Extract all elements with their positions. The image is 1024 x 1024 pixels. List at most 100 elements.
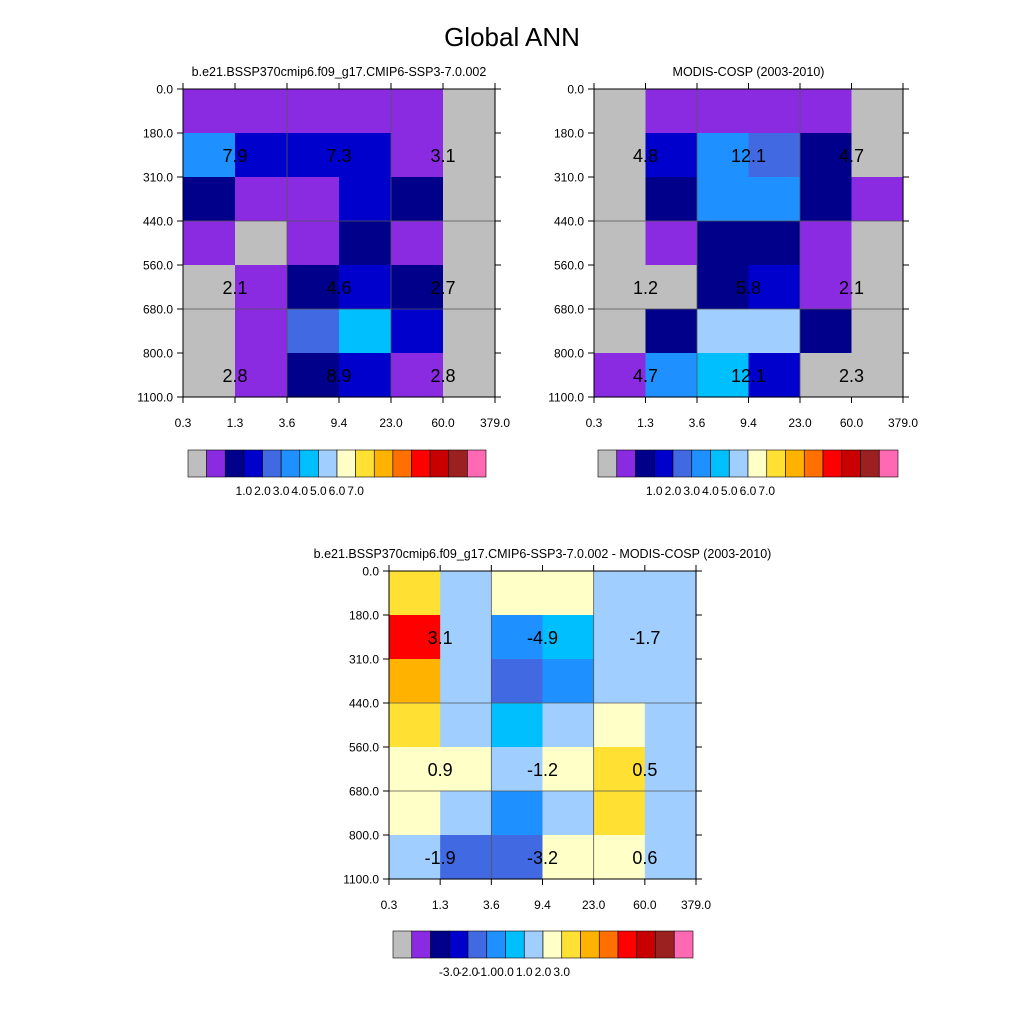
heatmap-cell — [542, 835, 595, 880]
colorbar-label: 2.0 — [665, 484, 682, 498]
colorbar-label: 1.0 — [236, 484, 253, 498]
heatmap-cell — [491, 747, 544, 792]
colorbar-swatch — [728, 449, 749, 478]
heatmap-cell — [593, 791, 646, 836]
data-label: 2.1 — [222, 278, 247, 298]
heatmap-cell — [594, 221, 647, 266]
colorbar-swatch — [486, 930, 506, 959]
heatmap-cell — [491, 615, 544, 660]
x-tick-label: 0.3 — [175, 416, 192, 430]
data-label: 0.6 — [632, 848, 657, 868]
data-label: 7.3 — [326, 146, 351, 166]
heatmap-cell — [594, 265, 647, 310]
y-tick-label: 310.0 — [554, 171, 584, 185]
y-tick-label: 1100.0 — [343, 873, 379, 887]
heatmap-cell — [851, 221, 904, 266]
heatmap-cell — [443, 89, 496, 134]
heatmap-cell — [339, 89, 392, 134]
heatmap-cell — [697, 133, 750, 178]
heatmap-cell — [391, 353, 444, 398]
y-tick-label: 0.0 — [567, 83, 584, 97]
heatmap-cell — [287, 265, 340, 310]
heatmap-cell — [800, 353, 853, 398]
colorbar-swatch — [691, 449, 711, 478]
x-tick-label: 9.4 — [740, 416, 757, 430]
colorbar-label: 6.0 — [740, 484, 757, 498]
colorbar-swatch — [616, 449, 636, 478]
y-tick-label: 680.0 — [349, 785, 379, 799]
heatmap-cell — [287, 177, 340, 222]
y-tick-label: 180.0 — [349, 609, 379, 623]
panel-title: b.e21.BSSP370cmip6.f09_g17.CMIP6-SSP3-7.… — [192, 65, 487, 79]
data-label: 4.7 — [839, 146, 864, 166]
data-label: 3.1 — [428, 628, 453, 648]
colorbar-swatch — [187, 449, 207, 478]
colorbar-swatch — [597, 449, 618, 478]
colorbar-label: -3.0 — [439, 965, 460, 979]
heatmap-cell — [440, 835, 492, 880]
y-tick-label: 1100.0 — [548, 391, 584, 405]
colorbar-label: 6.0 — [329, 484, 346, 498]
heatmap-cell — [391, 133, 444, 178]
colorbar-swatch — [206, 449, 226, 478]
data-label: -1.9 — [425, 848, 456, 868]
heatmap-cell — [339, 353, 392, 398]
x-tick-label: 23.0 — [788, 416, 812, 430]
x-tick-label: 60.0 — [431, 416, 455, 430]
heatmap-cell — [748, 89, 801, 134]
heatmap-cell — [339, 133, 392, 178]
colorbar-label: 5.0 — [310, 484, 327, 498]
figure-title: Global ANN — [444, 22, 580, 52]
colorbar-swatch — [392, 930, 413, 959]
colorbar-label: 7.0 — [347, 484, 364, 498]
x-tick-label: 3.6 — [689, 416, 706, 430]
y-tick-label: 800.0 — [554, 347, 584, 361]
heatmap-cell — [389, 659, 441, 704]
heatmap-cell — [697, 309, 750, 354]
heatmap-cell — [594, 133, 647, 178]
y-tick-label: 680.0 — [554, 303, 584, 317]
colorbar-swatch — [505, 930, 525, 959]
data-label: 2.8 — [430, 366, 455, 386]
heatmap-cell — [287, 133, 340, 178]
heatmap-cell — [800, 133, 853, 178]
heatmap-cell — [748, 265, 801, 310]
heatmap-cell — [440, 703, 492, 748]
heatmap-cell — [645, 353, 698, 398]
heatmap-cell — [391, 177, 444, 222]
x-tick-label: 3.6 — [279, 416, 296, 430]
data-label: -4.9 — [527, 628, 558, 648]
colorbar-swatch — [617, 930, 638, 959]
x-tick-label: 1.3 — [432, 898, 449, 912]
heatmap-cell — [542, 659, 595, 704]
heatmap-cell — [800, 177, 853, 222]
heatmap-cell — [491, 835, 544, 880]
data-label: 2.1 — [839, 278, 864, 298]
heatmap-cell — [389, 615, 441, 660]
heatmap-cell — [697, 89, 750, 134]
heatmap-cell — [391, 265, 444, 310]
heatmap-cell — [443, 177, 496, 222]
heatmap-cell — [594, 177, 647, 222]
colorbar-swatch — [429, 449, 450, 478]
heatmap-cell — [183, 89, 236, 134]
colorbar-label: 1.0 — [646, 484, 663, 498]
x-tick-label: 60.0 — [840, 416, 864, 430]
heatmap-cell — [645, 221, 698, 266]
heatmap-cell — [851, 309, 904, 354]
heatmap-panel-2: MODIS-COSP (2003-2010) 0.0 180.0 310.0 440.0… — [548, 65, 918, 498]
x-tick-label: 379.0 — [681, 898, 711, 912]
x-tick-label: 379.0 — [480, 416, 510, 430]
y-tick-label: 440.0 — [349, 697, 379, 711]
colorbar-swatch — [355, 449, 375, 478]
heatmap-cell — [235, 309, 288, 354]
heatmap-cell — [851, 133, 904, 178]
heatmap-cell — [645, 89, 698, 134]
heatmap-cell — [339, 221, 392, 266]
heatmap-cell — [391, 89, 444, 134]
colorbar-swatch — [655, 930, 675, 959]
heatmap-cell — [593, 835, 646, 880]
heatmap-cell — [593, 703, 646, 748]
colorbar-swatch — [411, 449, 431, 478]
heatmap-cell — [183, 265, 236, 310]
